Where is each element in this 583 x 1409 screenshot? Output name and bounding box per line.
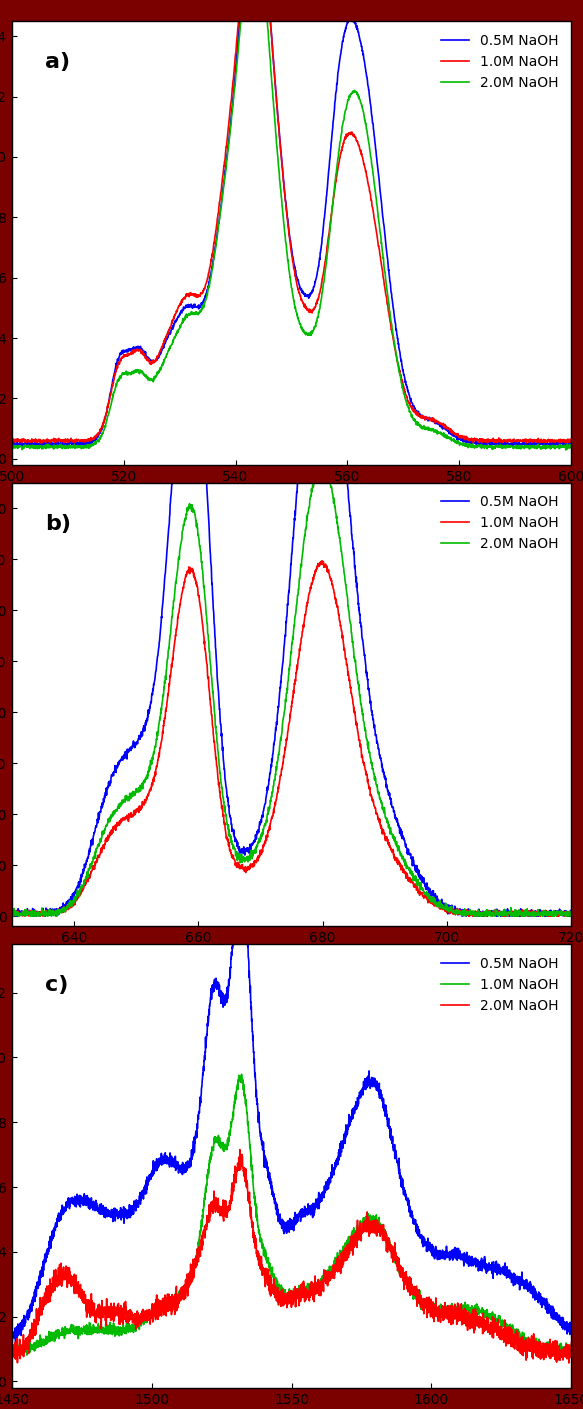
Legend: 0.5M NaOH, 1.0M NaOH, 2.0M NaOH: 0.5M NaOH, 1.0M NaOH, 2.0M NaOH — [436, 489, 564, 557]
X-axis label: wavelength [nm]: wavelength [nm] — [220, 489, 363, 507]
Text: a): a) — [45, 52, 71, 72]
Legend: 0.5M NaOH, 1.0M NaOH, 2.0M NaOH: 0.5M NaOH, 1.0M NaOH, 2.0M NaOH — [436, 951, 564, 1019]
Text: c): c) — [45, 975, 69, 995]
X-axis label: wavelength [nm]: wavelength [nm] — [220, 951, 363, 969]
Text: b): b) — [45, 514, 71, 534]
Legend: 0.5M NaOH, 1.0M NaOH, 2.0M NaOH: 0.5M NaOH, 1.0M NaOH, 2.0M NaOH — [436, 28, 564, 94]
